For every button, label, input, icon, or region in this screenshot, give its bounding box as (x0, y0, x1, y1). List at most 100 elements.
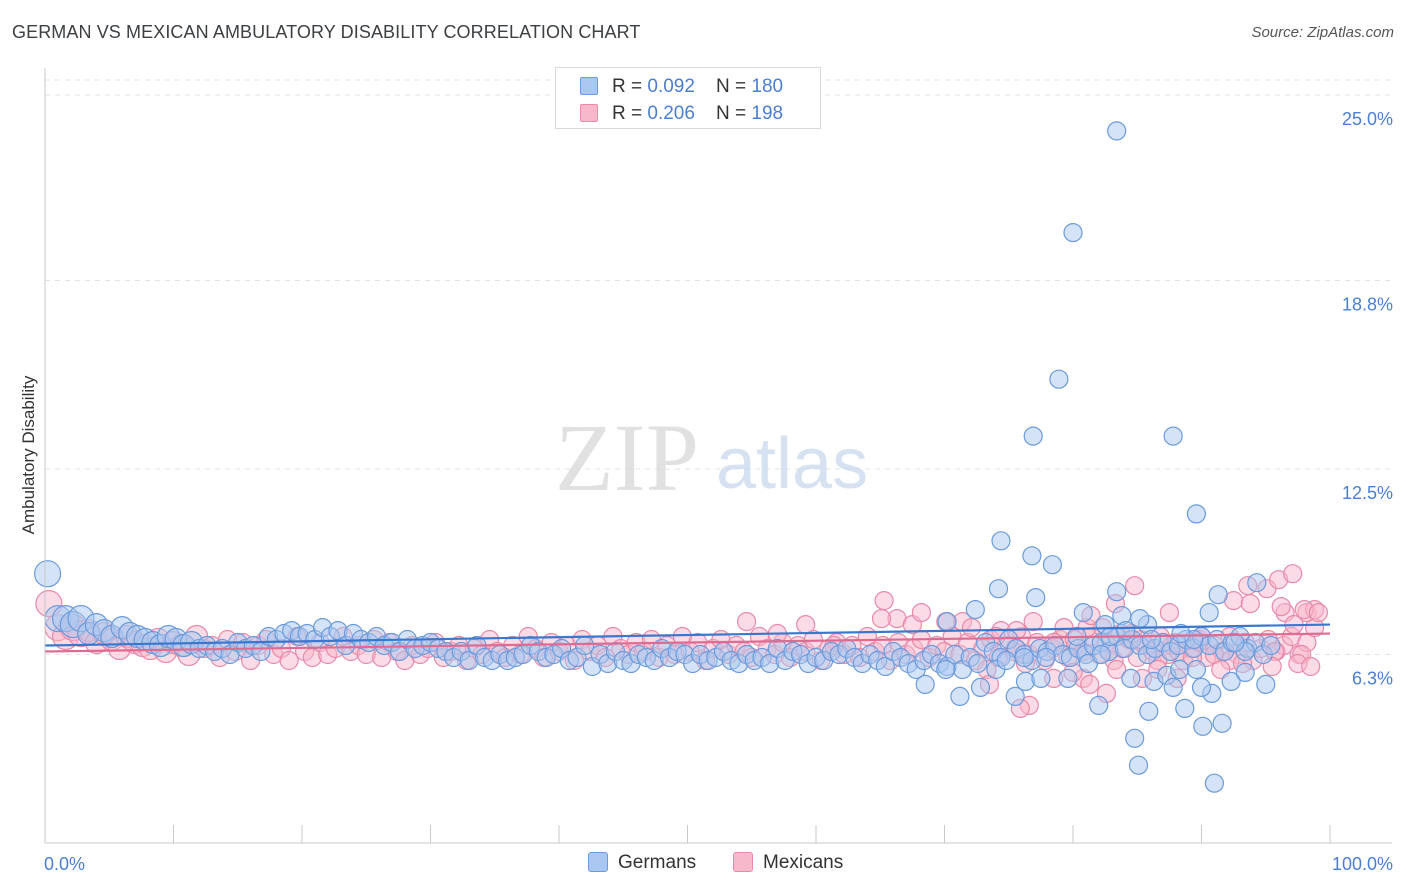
y-tick-label: 12.5% (1342, 483, 1393, 503)
germans-point (1186, 504, 1207, 524)
trend-lines (44, 623, 1331, 653)
germans-point (936, 659, 956, 680)
germans-point (1116, 620, 1136, 641)
x-tick-label-max: 100.0% (1332, 854, 1393, 874)
germans-n-value: 180 (751, 76, 784, 97)
mexicans-point (736, 611, 757, 632)
germans-point (1163, 677, 1183, 698)
germans-point (965, 599, 985, 620)
mexicans-n-value: 198 (751, 103, 784, 124)
legend-mexicans-label: Mexicans (763, 852, 844, 873)
germans-point (1208, 585, 1228, 605)
y-tick-label: 18.8% (1342, 294, 1393, 314)
mexicans-point (874, 590, 894, 611)
mexicans-point (1107, 659, 1127, 680)
mexicans-r-label: R = (612, 103, 648, 124)
germans-point (1235, 662, 1255, 683)
germans-point (1141, 629, 1162, 650)
germans-points (33, 121, 1281, 793)
source-label: Source: ZipAtlas.com (1251, 24, 1394, 41)
germans-point (1225, 632, 1245, 653)
germans-point (33, 560, 62, 588)
legend-germans-swatch (588, 852, 608, 872)
germans-point (1128, 755, 1149, 775)
germans-point (1036, 647, 1056, 668)
mexicans-point (961, 617, 982, 638)
y-tick-label: 25.0% (1342, 109, 1393, 129)
y-tick-label: 6.3% (1352, 668, 1393, 688)
germans-point (1163, 426, 1183, 446)
mexicans-point (911, 602, 932, 623)
mexicans-point (1159, 602, 1180, 623)
watermark: ZIP atlas (555, 404, 868, 511)
germans-point (1204, 773, 1225, 793)
germans-point (1171, 623, 1191, 644)
germans-r-label: R = (612, 76, 648, 97)
germans-point (991, 531, 1011, 551)
mexicans-point (796, 614, 816, 635)
germans-point (1186, 659, 1207, 680)
stats-legend: R = 0.092 N = 180 R = 0.206 N = 198 (555, 67, 821, 129)
mexicans-point (1125, 576, 1145, 596)
mexicans-r-value: 0.206 (647, 103, 695, 124)
germans-point (1089, 695, 1109, 716)
germans-point (1058, 668, 1078, 689)
germans-point (1042, 555, 1063, 575)
germans-point (1073, 602, 1093, 623)
germans-point (1212, 713, 1232, 733)
germans-point (1121, 668, 1141, 689)
germans-point (1014, 647, 1034, 668)
germans-point (1247, 573, 1267, 593)
germans-point (1261, 635, 1281, 656)
germans-point (1139, 701, 1159, 721)
germans-point (1023, 426, 1043, 446)
germans-point (1031, 668, 1051, 689)
germans-swatch (580, 77, 598, 95)
germans-point (1091, 644, 1111, 665)
germans-point (1005, 686, 1025, 707)
mexicans-trend-line (44, 632, 1331, 653)
germans-point (1256, 674, 1276, 695)
germans-point (1199, 602, 1219, 623)
germans-point (875, 656, 896, 677)
germans-r-value: 0.092 (647, 76, 695, 97)
legend-mexicans[interactable]: Mexicans (733, 852, 843, 874)
germans-point (968, 653, 988, 674)
watermark-atlas: atlas (716, 424, 868, 504)
axis-labels: 6.3% 12.5% 18.8% 25.0% 0.0% 100.0% Ambulatory … (19, 109, 1393, 874)
germans-point (1049, 369, 1069, 389)
legend-germans-label: Germans (618, 852, 697, 873)
legend-mexicans-swatch (733, 852, 753, 872)
germans-point (1221, 671, 1241, 692)
mexicans-point (871, 608, 892, 629)
germans-point (1022, 546, 1042, 566)
mexicans-point (1301, 656, 1321, 677)
germans-point (988, 579, 1009, 599)
mexicans-point (279, 650, 299, 671)
germans-trend-line (44, 623, 1331, 647)
mexicans-point (1023, 611, 1043, 632)
mexicans-point (1308, 602, 1329, 623)
germans-point (937, 611, 957, 632)
germans-point (950, 686, 970, 707)
germans-point (915, 674, 935, 695)
mexicans-point (1271, 596, 1291, 617)
germans-point (1026, 587, 1046, 608)
mexicans-point (1080, 674, 1100, 695)
germans-point (970, 677, 991, 698)
germans-point (1193, 716, 1213, 736)
germans-point (1107, 582, 1127, 602)
axes (44, 68, 1392, 844)
germans-point (1191, 677, 1212, 698)
chart-title: GERMAN VS MEXICAN AMBULATORY DISABILITY … (12, 22, 641, 42)
mexicans-point (1283, 564, 1303, 584)
watermark-zip: ZIP (555, 404, 699, 511)
mexicans-n-label: N = (716, 103, 752, 124)
grid-layer (45, 79, 1392, 655)
mexicans-point (1240, 593, 1260, 614)
mexicans-swatch (580, 104, 598, 122)
germans-point (996, 650, 1016, 671)
germans-point (1107, 121, 1127, 141)
legend-germans[interactable]: Germans (588, 852, 696, 874)
